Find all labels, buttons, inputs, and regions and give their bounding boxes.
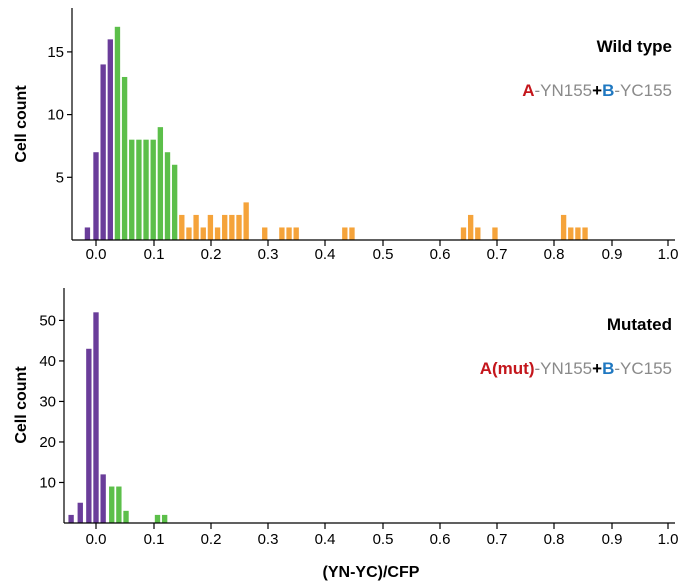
- construct-segment: -YN155: [535, 81, 593, 100]
- histogram-bar: [150, 139, 156, 240]
- x-tick-label: 0.5: [373, 531, 394, 548]
- histogram-bar: [129, 139, 135, 240]
- histogram-bar: [161, 514, 168, 523]
- y-tick-label: 15: [47, 44, 64, 61]
- x-tick-label: 0.8: [544, 531, 565, 548]
- histogram-bar: [123, 510, 129, 523]
- histogram-bar: [136, 139, 142, 240]
- histogram-bar: [186, 227, 192, 240]
- x-tick-label: 0.7: [487, 531, 508, 548]
- x-tick-label: 0.9: [602, 246, 623, 263]
- construct-segment: A(mut): [480, 359, 535, 378]
- x-axis-label: (YN-YC)/CFP: [323, 564, 420, 581]
- x-tick-label: 0.0: [86, 531, 107, 548]
- histogram-bar: [84, 227, 91, 240]
- construct-segment: B: [602, 359, 614, 378]
- y-axis-label: Cell count: [13, 85, 30, 163]
- histogram-bar: [200, 227, 206, 240]
- histogram-bar: [121, 76, 128, 240]
- construct-segment: -YN155: [535, 359, 593, 378]
- histogram-bar: [100, 64, 106, 241]
- construct-label: A-YN155+B-YC155: [522, 81, 672, 100]
- x-tick-label: 0.4: [315, 531, 336, 548]
- histogram-bar: [77, 502, 83, 523]
- x-tick-label: 0.1: [144, 246, 165, 263]
- y-tick-label: 20: [39, 434, 56, 451]
- y-tick-label: 10: [47, 107, 64, 124]
- construct-label: A(mut)-YN155+B-YC155: [480, 359, 672, 378]
- histogram-bar: [171, 164, 178, 240]
- x-tick-label: 0.6: [430, 531, 451, 548]
- histogram-bar: [93, 152, 99, 240]
- construct-segment: -YC155: [614, 359, 672, 378]
- y-tick-label: 10: [39, 474, 56, 491]
- histogram-bar: [143, 139, 149, 240]
- panel-title: Wild type: [597, 37, 672, 56]
- histogram-bar: [243, 202, 249, 240]
- histogram-bar: [93, 312, 99, 523]
- histogram-bar: [475, 227, 481, 240]
- construct-segment: A: [522, 81, 534, 100]
- x-tick-label: 0.5: [373, 246, 394, 263]
- histogram-bar: [100, 474, 106, 523]
- x-tick-label: 0.1: [144, 531, 165, 548]
- histogram-bar: [114, 26, 121, 241]
- histogram-bar: [116, 486, 122, 523]
- panel-title: Mutated: [607, 315, 672, 334]
- histogram-bar: [193, 214, 199, 240]
- construct-segment: -YC155: [614, 81, 672, 100]
- histogram-bar: [68, 514, 74, 523]
- histogram-bar: [107, 39, 113, 240]
- histogram-bar: [460, 227, 467, 240]
- x-tick-label: 1.0: [658, 246, 679, 263]
- x-tick-label: 0.6: [430, 246, 451, 263]
- histogram-bar: [568, 227, 574, 240]
- histogram-bar: [279, 227, 285, 240]
- construct-segment: +: [592, 81, 602, 100]
- x-tick-label: 0.7: [487, 246, 508, 263]
- y-tick-label: 40: [39, 353, 56, 370]
- histogram-bar: [109, 486, 115, 523]
- x-tick-label: 0.8: [544, 246, 565, 263]
- histogram-bar: [236, 214, 242, 240]
- panel-mutated: 0.0 0.1 0.2 0.3 0.4 0.5 0.6 0.7 0.8 0.9 1.0 10 20 30 4…: [13, 288, 678, 548]
- histogram-bar: [222, 214, 228, 240]
- construct-segment: +: [592, 359, 602, 378]
- y-tick-label: 30: [39, 393, 56, 410]
- histogram-bar: [560, 214, 567, 240]
- histogram-bar: [286, 227, 292, 240]
- x-tick-label: 0.2: [201, 531, 222, 548]
- x-tick-label: 0.3: [258, 531, 279, 548]
- histogram-bar: [154, 514, 161, 523]
- histogram-bar: [214, 227, 221, 240]
- histogram-bar: [492, 227, 498, 240]
- x-tick-label: 0.4: [315, 246, 336, 263]
- histogram-bar: [229, 214, 235, 240]
- x-tick-label: 0.9: [602, 531, 623, 548]
- construct-segment: B: [602, 81, 614, 100]
- histogram-bar: [342, 227, 348, 240]
- y-tick-label: 50: [39, 312, 56, 329]
- x-tick-label: 0.0: [86, 246, 107, 263]
- histogram-bar: [207, 214, 214, 240]
- x-tick-label: 0.3: [258, 246, 279, 263]
- histogram-bar: [157, 127, 164, 240]
- histogram-bar: [179, 214, 185, 240]
- histogram-bar: [575, 227, 581, 240]
- y-axis-label: Cell count: [13, 366, 30, 444]
- histogram-bar: [467, 214, 474, 240]
- x-tick-label: 0.2: [201, 246, 222, 263]
- histogram-bar: [262, 227, 268, 240]
- histogram-bar: [293, 227, 299, 240]
- x-tick-label: 1.0: [658, 531, 679, 548]
- histogram-bar: [164, 152, 171, 240]
- histogram-bar: [349, 227, 355, 240]
- y-tick-label: 5: [56, 169, 64, 186]
- histogram-bar: [582, 227, 588, 240]
- panel-wild-type: 0.0 0.1 0.2 0.3 0.4 0.5 0.6 0.7 0.8 0.9 1.0 5 10 15 Ce…: [13, 8, 678, 263]
- histogram-bar: [86, 348, 92, 523]
